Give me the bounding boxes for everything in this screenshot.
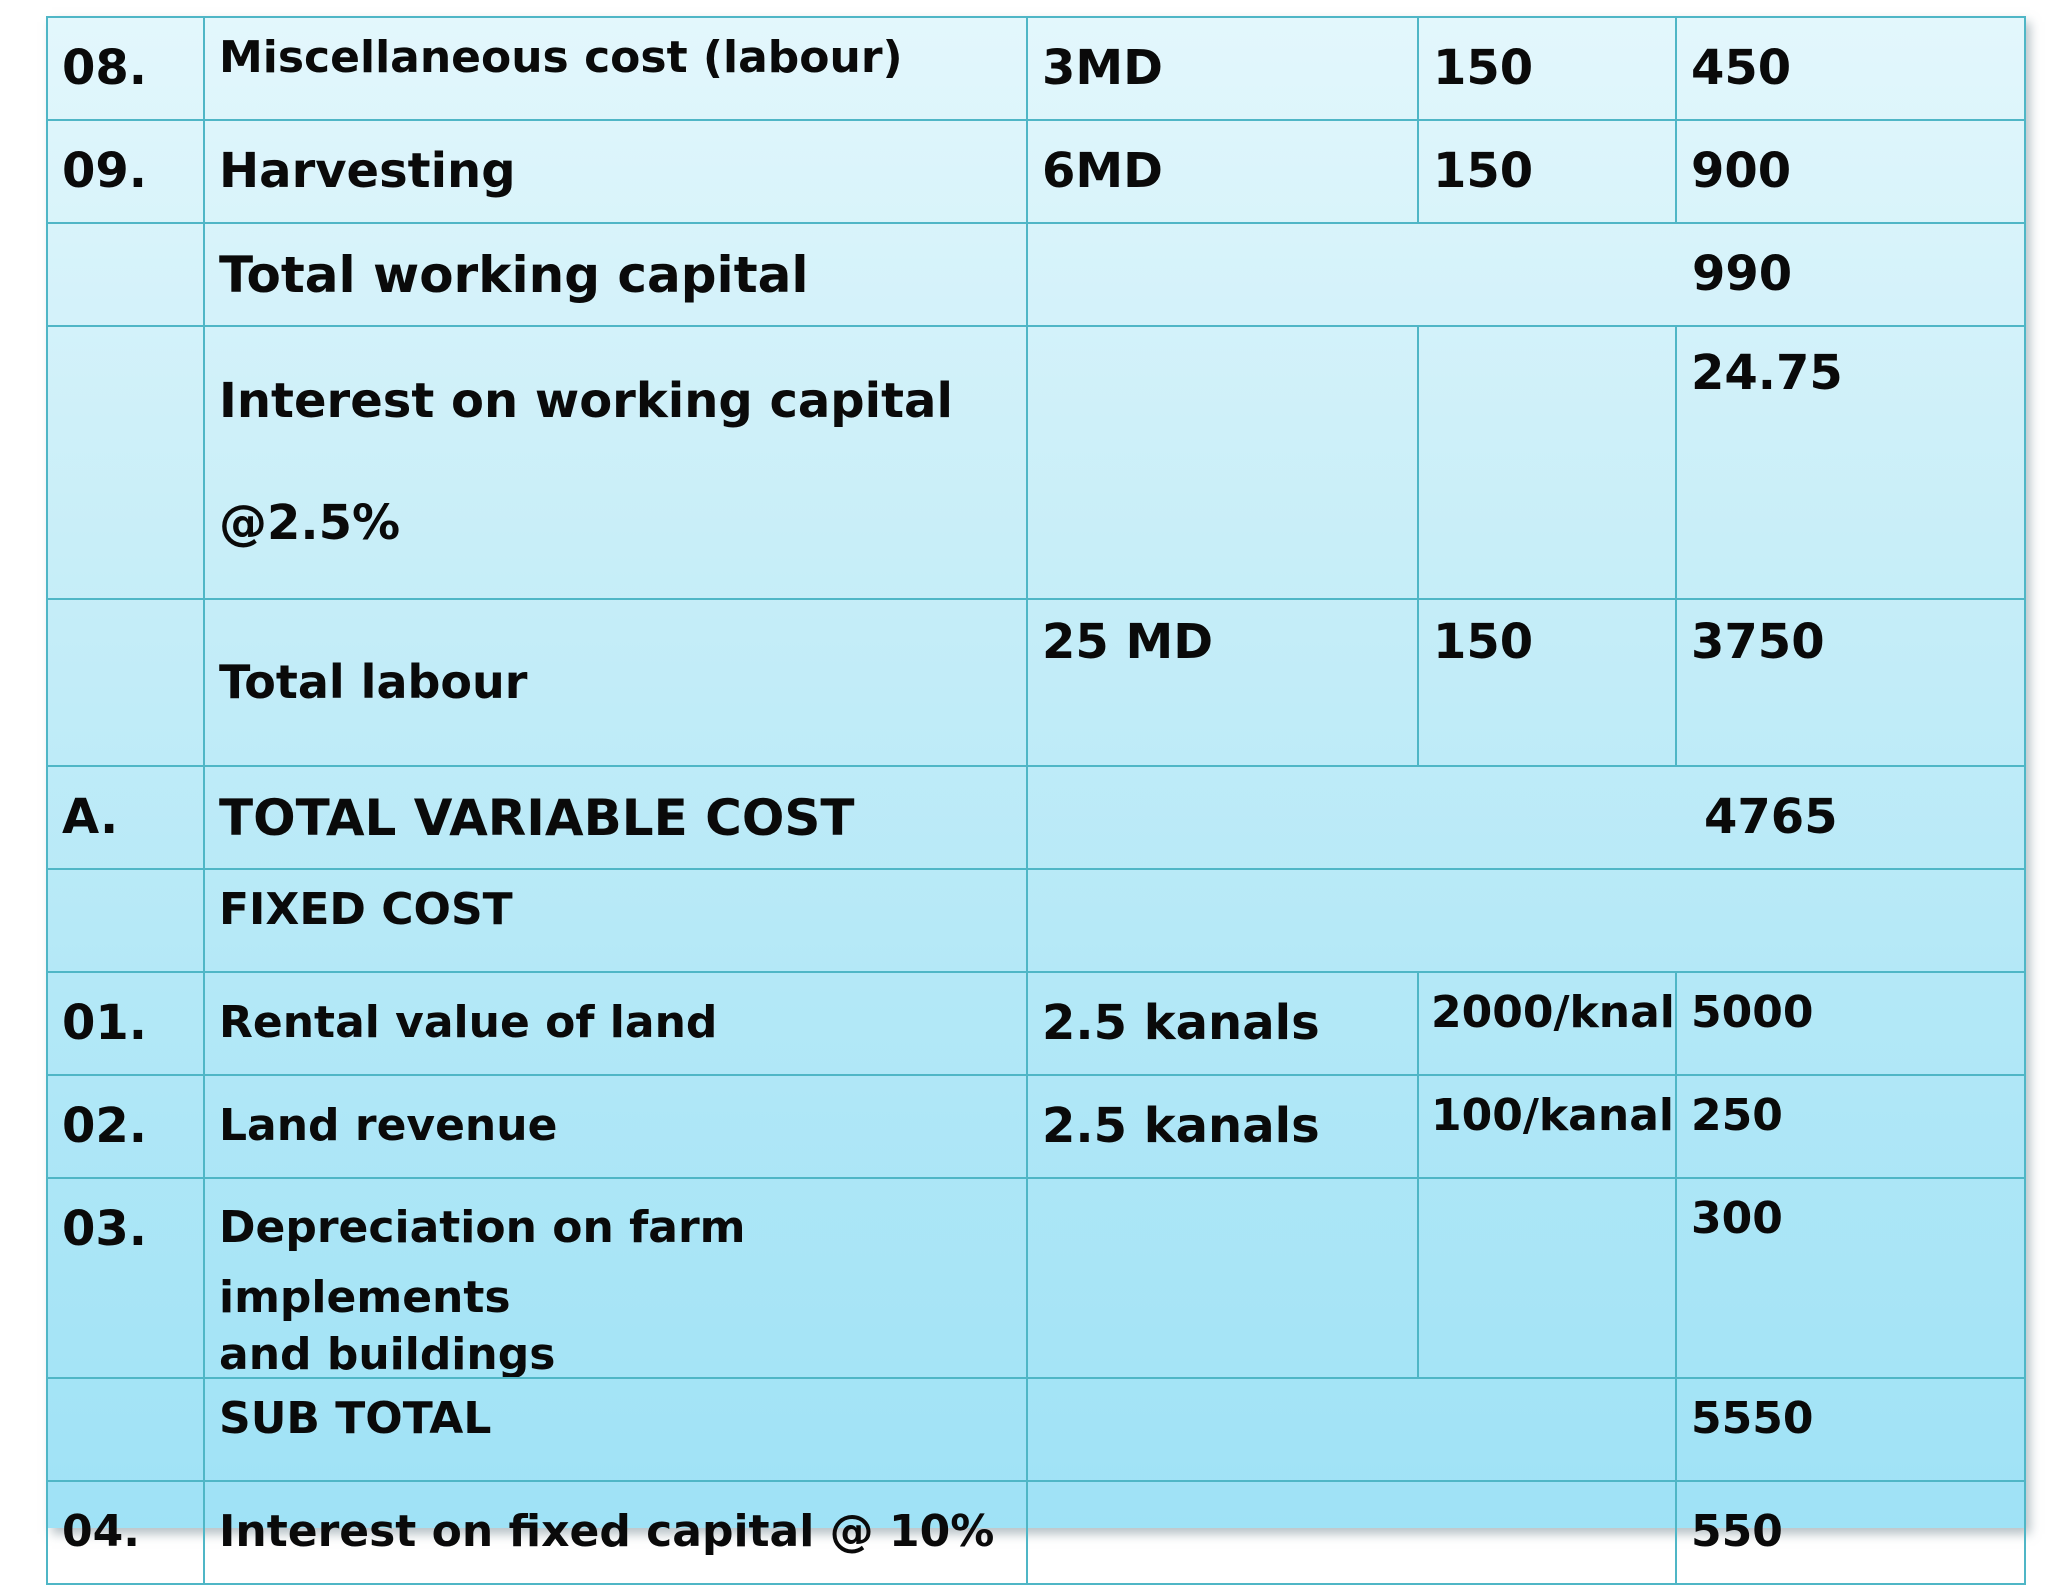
item-line-1: Depreciation on farm implements <box>219 1202 746 1323</box>
table-row: 09. Harvesting 6MD 150 900 <box>46 119 2026 224</box>
row-number-cell <box>46 868 205 973</box>
item-cell: TOTAL VARIABLE COST <box>203 765 1028 870</box>
item-cell: SUB TOTAL <box>203 1377 1028 1482</box>
row-number-cell <box>46 222 205 327</box>
item-cell: Land revenue <box>203 1074 1028 1179</box>
quantity-cell: 2.5 kanals <box>1026 1074 1419 1179</box>
empty-cell <box>1026 1377 1677 1482</box>
quantity-cell: 3MD <box>1026 16 1419 121</box>
item-cell: Interest on working capital @2.5% <box>203 325 1028 600</box>
row-number-cell: 08. <box>46 16 205 121</box>
row-number-cell <box>46 598 205 767</box>
item-line-2: and buildings <box>219 1329 556 1378</box>
row-number-cell: 04. <box>46 1480 205 1585</box>
value-cell: 24.75 <box>1675 325 2026 600</box>
item-cell: Total working capital <box>203 222 1028 327</box>
table-row: Interest on working capital @2.5% 24.75 <box>46 325 2026 600</box>
item-cell: Miscellaneous cost (labour) <box>203 16 1028 121</box>
item-cell: Rental value of land <box>203 971 1028 1076</box>
table-row: 01. Rental value of land 2.5 kanals 2000… <box>46 971 2026 1076</box>
rate-cell <box>1417 1177 1677 1379</box>
value-cell: 300 <box>1675 1177 2026 1379</box>
quantity-cell: 6MD <box>1026 119 1419 224</box>
item-cell: Harvesting <box>203 119 1028 224</box>
item-cell: Depreciation on farm implements and buil… <box>203 1177 1028 1379</box>
rate-cell: 150 <box>1417 119 1677 224</box>
row-number-cell: A. <box>46 765 205 870</box>
value-cell: 990 <box>1026 222 2026 327</box>
quantity-cell: 2.5 kanals <box>1026 971 1419 1076</box>
table-row: Total labour 25 MD 150 3750 <box>46 598 2026 767</box>
quantity-cell <box>1026 1177 1419 1379</box>
table-row: FIXED COST <box>46 868 2026 973</box>
value-cell: 450 <box>1675 16 2026 121</box>
row-number-cell: 01. <box>46 971 205 1076</box>
item-cell: Total labour <box>203 598 1028 767</box>
table-row: 04. Interest on fixed capital @ 10% 550 <box>46 1480 2026 1585</box>
row-number-cell <box>46 1377 205 1482</box>
empty-cell <box>1026 868 2026 973</box>
table-row: Total working capital 990 <box>46 222 2026 327</box>
rate-cell: 100/kanal <box>1417 1074 1677 1179</box>
value-cell: 3750 <box>1675 598 2026 767</box>
item-cell: Interest on fixed capital @ 10% <box>203 1480 1028 1585</box>
section-header-cell: FIXED COST <box>203 868 1028 973</box>
value-cell: 550 <box>1675 1480 2026 1585</box>
value-cell: 250 <box>1675 1074 2026 1179</box>
cost-table-container: 08. Miscellaneous cost (labour) 3MD 150 … <box>46 16 2026 1585</box>
slide: 08. Miscellaneous cost (labour) 3MD 150 … <box>46 16 2026 1585</box>
total-working-capital-value: 990 <box>1692 245 1793 302</box>
item-line-2: @2.5% <box>219 494 401 551</box>
row-number-cell: 02. <box>46 1074 205 1179</box>
table-row: A. TOTAL VARIABLE COST 4765 <box>46 765 2026 870</box>
quantity-cell <box>1026 325 1419 600</box>
value-cell: 4765 <box>1026 765 2026 870</box>
rate-cell: 150 <box>1417 598 1677 767</box>
empty-cell <box>1026 1480 1677 1585</box>
value-cell: 5550 <box>1675 1377 2026 1482</box>
row-number-cell: 03. <box>46 1177 205 1379</box>
value-cell: 5000 <box>1675 971 2026 1076</box>
value-cell: 900 <box>1675 119 2026 224</box>
rate-cell: 2000/knal <box>1417 971 1677 1076</box>
rate-cell <box>1417 325 1677 600</box>
table-row: SUB TOTAL 5550 <box>46 1377 2026 1482</box>
table-row: 08. Miscellaneous cost (labour) 3MD 150 … <box>46 16 2026 121</box>
quantity-cell: 25 MD <box>1026 598 1419 767</box>
item-line-1: Interest on working capital <box>219 372 953 429</box>
total-variable-cost-value: 4765 <box>1704 788 1838 845</box>
rate-cell: 150 <box>1417 16 1677 121</box>
table-row: 02. Land revenue 2.5 kanals 100/kanal 25… <box>46 1074 2026 1179</box>
table-row: 03. Depreciation on farm implements and … <box>46 1177 2026 1379</box>
cost-table: 08. Miscellaneous cost (labour) 3MD 150 … <box>46 16 2026 1585</box>
row-number-cell <box>46 325 205 600</box>
row-number-cell: 09. <box>46 119 205 224</box>
